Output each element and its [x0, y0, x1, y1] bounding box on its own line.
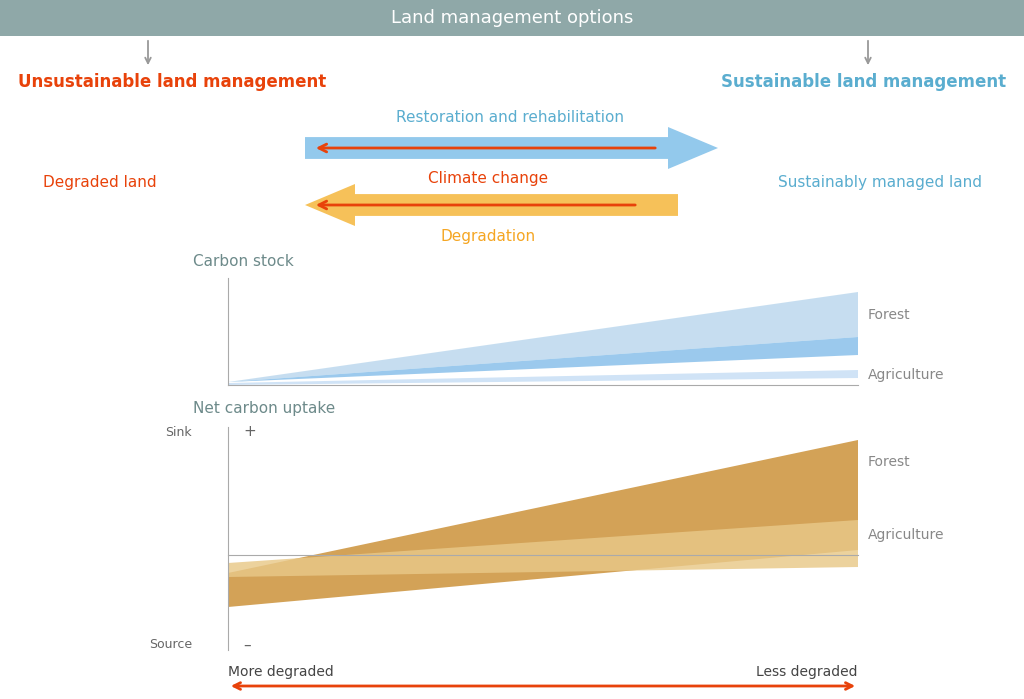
- Polygon shape: [228, 520, 858, 577]
- FancyBboxPatch shape: [0, 0, 1024, 36]
- Text: Carbon stock: Carbon stock: [193, 254, 294, 270]
- Polygon shape: [305, 127, 718, 169]
- Text: Sustainable land management: Sustainable land management: [721, 73, 1006, 91]
- Polygon shape: [228, 337, 858, 382]
- Text: Net carbon uptake: Net carbon uptake: [193, 401, 335, 415]
- Text: Forest: Forest: [868, 308, 910, 322]
- Polygon shape: [305, 184, 678, 226]
- Text: Restoration and rehabilitation: Restoration and rehabilitation: [396, 110, 624, 124]
- Text: Unsustainable land management: Unsustainable land management: [18, 73, 327, 91]
- Text: Degradation: Degradation: [440, 229, 536, 245]
- Text: Degraded land: Degraded land: [43, 175, 157, 189]
- Polygon shape: [228, 292, 858, 382]
- Polygon shape: [228, 440, 858, 607]
- Text: Agriculture: Agriculture: [868, 368, 944, 382]
- Polygon shape: [228, 370, 858, 385]
- Text: +: +: [243, 424, 256, 440]
- Text: Sustainably managed land: Sustainably managed land: [778, 175, 982, 189]
- Text: Agriculture: Agriculture: [868, 528, 944, 542]
- Text: Less degraded: Less degraded: [757, 665, 858, 679]
- Text: Climate change: Climate change: [428, 171, 548, 185]
- Text: Land management options: Land management options: [391, 9, 633, 27]
- Text: Source: Source: [148, 638, 193, 651]
- Text: More degraded: More degraded: [228, 665, 334, 679]
- Text: Sink: Sink: [165, 426, 193, 438]
- Text: –: –: [243, 637, 251, 652]
- Text: Forest: Forest: [868, 455, 910, 469]
